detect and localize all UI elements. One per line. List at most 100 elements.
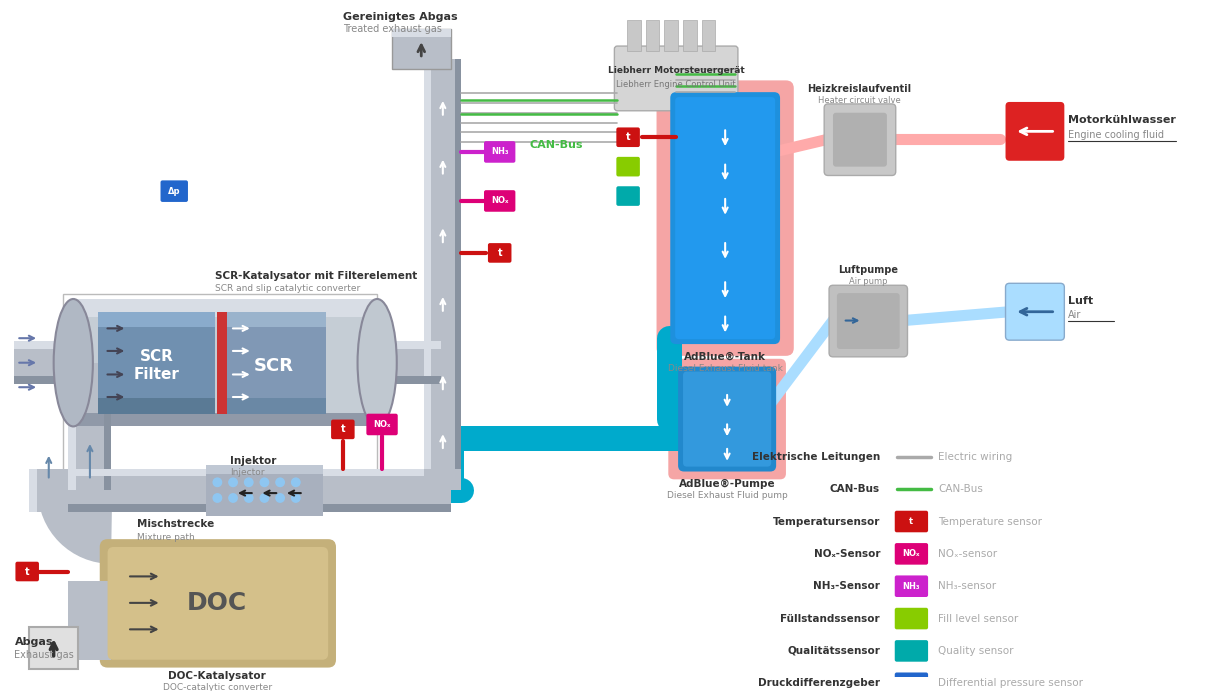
Circle shape	[244, 493, 254, 503]
Circle shape	[229, 493, 238, 503]
Text: NOₓ-Sensor: NOₓ-Sensor	[813, 549, 880, 559]
Bar	[104, 363, 111, 490]
Circle shape	[290, 493, 301, 503]
Circle shape	[213, 477, 223, 487]
Bar	[373, 341, 440, 384]
Text: Air pump: Air pump	[849, 277, 887, 286]
Bar	[425, 59, 431, 480]
FancyBboxPatch shape	[616, 187, 640, 206]
Text: NOₓ-sensor: NOₓ-sensor	[938, 549, 997, 559]
Text: Differential pressure sensor: Differential pressure sensor	[938, 679, 1083, 688]
Text: Heizkreislaufventil: Heizkreislaufventil	[807, 84, 911, 94]
FancyBboxPatch shape	[832, 113, 887, 167]
Bar	[98, 312, 215, 328]
FancyBboxPatch shape	[16, 562, 39, 581]
Bar	[682, 19, 697, 51]
Text: Δp: Δp	[168, 187, 180, 196]
Bar	[98, 312, 215, 414]
FancyBboxPatch shape	[488, 243, 512, 263]
Bar	[69, 363, 76, 490]
Text: t: t	[626, 132, 630, 142]
Text: DOC-Katalysator: DOC-Katalysator	[168, 672, 266, 681]
FancyBboxPatch shape	[616, 157, 640, 176]
Text: Füllstandssensor: Füllstandssensor	[780, 614, 880, 623]
FancyBboxPatch shape	[670, 92, 780, 344]
Text: CAN-Bus: CAN-Bus	[830, 484, 880, 494]
Text: Engine cooling fluid: Engine cooling fluid	[1068, 131, 1164, 140]
Text: CAN-Bus: CAN-Bus	[529, 140, 582, 150]
Text: DOC: DOC	[188, 591, 248, 615]
Text: Filter: Filter	[133, 367, 179, 382]
Text: Mischstrecke: Mischstrecke	[137, 520, 214, 529]
Circle shape	[213, 493, 223, 503]
Bar	[224, 312, 327, 328]
Text: Druckdifferenzgeber: Druckdifferenzgeber	[757, 679, 880, 688]
FancyBboxPatch shape	[332, 419, 355, 439]
FancyBboxPatch shape	[161, 180, 188, 202]
Text: SCR: SCR	[139, 350, 173, 364]
Circle shape	[229, 477, 238, 487]
Bar	[373, 377, 440, 384]
FancyBboxPatch shape	[824, 104, 895, 176]
Bar	[69, 363, 111, 490]
Bar	[15, 341, 74, 384]
Text: Liebherr Motorsteuergerät: Liebherr Motorsteuergerät	[607, 66, 744, 75]
Bar	[69, 581, 111, 660]
FancyBboxPatch shape	[99, 539, 336, 668]
FancyBboxPatch shape	[894, 640, 928, 662]
FancyBboxPatch shape	[484, 141, 515, 162]
Bar	[664, 19, 678, 51]
Bar	[425, 59, 461, 480]
Text: t: t	[25, 567, 29, 576]
Bar	[69, 468, 450, 476]
Text: Injektor: Injektor	[230, 455, 277, 466]
Text: Elektrische Leitungen: Elektrische Leitungen	[751, 452, 880, 462]
Text: Δp: Δp	[905, 679, 917, 688]
FancyBboxPatch shape	[837, 293, 900, 349]
Bar	[218, 312, 227, 414]
Text: DOC-catalytic converter: DOC-catalytic converter	[163, 683, 272, 691]
Bar	[206, 464, 323, 515]
Text: Liebherr Engine Control Unit: Liebherr Engine Control Unit	[616, 79, 736, 89]
Text: AdBlue®-Tank: AdBlue®-Tank	[684, 352, 766, 362]
Text: SCR-Katalysator mit Filterelement: SCR-Katalysator mit Filterelement	[215, 272, 417, 281]
Bar	[98, 398, 215, 414]
FancyBboxPatch shape	[894, 672, 928, 691]
Text: CAN-Bus: CAN-Bus	[938, 484, 983, 494]
Bar	[646, 19, 659, 51]
Bar	[224, 398, 327, 414]
Text: Qualitätssensor: Qualitätssensor	[788, 646, 880, 656]
Text: NOₓ: NOₓ	[903, 549, 920, 558]
Text: NH₃-Sensor: NH₃-Sensor	[813, 581, 880, 591]
Bar	[206, 464, 323, 475]
Bar	[15, 377, 74, 384]
Bar	[69, 504, 450, 512]
FancyBboxPatch shape	[615, 46, 738, 111]
Bar	[74, 413, 378, 426]
Text: Luft: Luft	[1068, 296, 1094, 306]
Bar	[373, 341, 440, 349]
Text: Luftpumpe: Luftpumpe	[839, 265, 898, 276]
Text: Treated exhaust gas: Treated exhaust gas	[342, 24, 442, 35]
FancyBboxPatch shape	[829, 285, 908, 357]
Circle shape	[259, 477, 270, 487]
Text: Quality sensor: Quality sensor	[938, 646, 1014, 656]
Circle shape	[275, 493, 286, 503]
FancyBboxPatch shape	[616, 127, 640, 147]
Bar	[63, 294, 378, 471]
FancyBboxPatch shape	[894, 511, 928, 532]
Bar	[29, 627, 79, 669]
Text: t: t	[910, 517, 914, 526]
Ellipse shape	[53, 299, 93, 426]
FancyBboxPatch shape	[894, 576, 928, 597]
Text: Temperatursensor: Temperatursensor	[773, 516, 880, 527]
Bar	[392, 30, 450, 68]
FancyBboxPatch shape	[668, 359, 786, 480]
Text: Gereinigtes Abgas: Gereinigtes Abgas	[342, 12, 457, 21]
Bar	[627, 19, 641, 51]
FancyBboxPatch shape	[682, 372, 771, 466]
Bar	[425, 468, 461, 490]
FancyBboxPatch shape	[657, 80, 794, 356]
Bar	[455, 59, 461, 480]
Text: NH₃: NH₃	[491, 147, 508, 156]
